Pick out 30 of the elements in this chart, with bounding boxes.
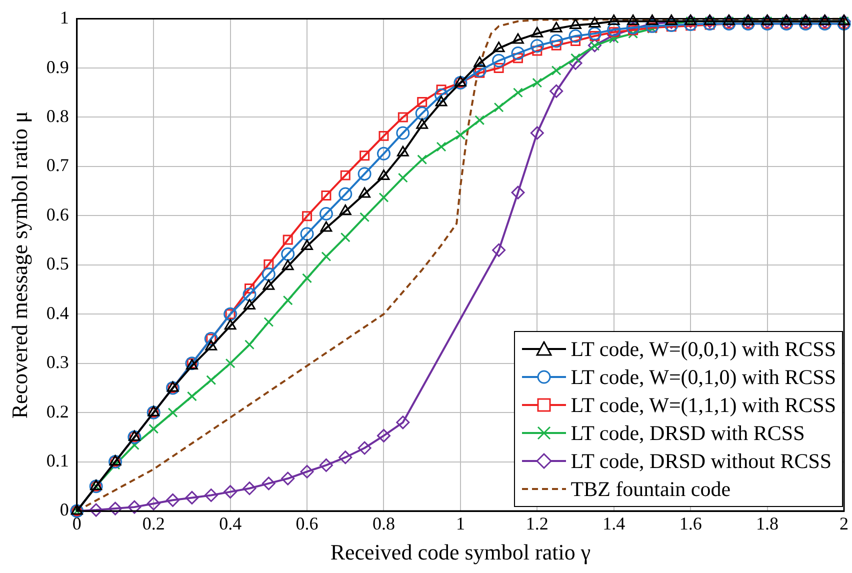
x-tick-label: 1.2 <box>526 514 548 534</box>
legend-label: TBZ fountain code <box>570 476 731 503</box>
x-axis-title: Received code symbol ratio γ <box>330 540 591 565</box>
y-tick-label: 0 <box>60 500 69 520</box>
legend-label: LT code, W=(1,1,1) with RCSS <box>570 392 836 419</box>
x-tick-label: 1.8 <box>756 514 779 534</box>
y-tick-label: 0.5 <box>46 254 69 274</box>
legend-label: LT code, W=(0,0,1) with RCSS <box>570 336 836 363</box>
y-tick-label: 0.9 <box>46 56 69 77</box>
y-tick-label: 0.4 <box>46 302 69 323</box>
y-tick-label: 0.7 <box>46 155 69 176</box>
y-tick-label: 0.6 <box>46 204 69 224</box>
x-tick-label: 0.4 <box>219 514 242 534</box>
y-tick-label: 0.2 <box>46 401 69 422</box>
y-tick-label: 0.3 <box>46 352 69 372</box>
x-tick-label: 1 <box>456 514 465 534</box>
x-tick-label: 1.4 <box>602 514 626 534</box>
legend-label: LT code, DRSD without RCSS <box>570 448 832 475</box>
x-tick-label: 0 <box>72 514 82 534</box>
y-tick-label: 1 <box>60 8 69 28</box>
legend-label: LT code, W=(0,1,0) with RCSS <box>570 364 836 391</box>
x-tick-label: 0.6 <box>296 514 318 534</box>
x-tick-label: 0.2 <box>142 514 165 534</box>
x-tick-label: 2 <box>840 514 848 534</box>
x-tick-label: 1.6 <box>679 514 702 534</box>
y-tick-label: 0.8 <box>46 106 69 126</box>
legend-label: LT code, DRSD with RCSS <box>570 420 805 447</box>
y-axis-title: Recovered message symbol ratio μ <box>6 111 32 419</box>
y-tick-label: 0.1 <box>46 450 69 471</box>
x-tick-label: 0.8 <box>372 514 395 534</box>
